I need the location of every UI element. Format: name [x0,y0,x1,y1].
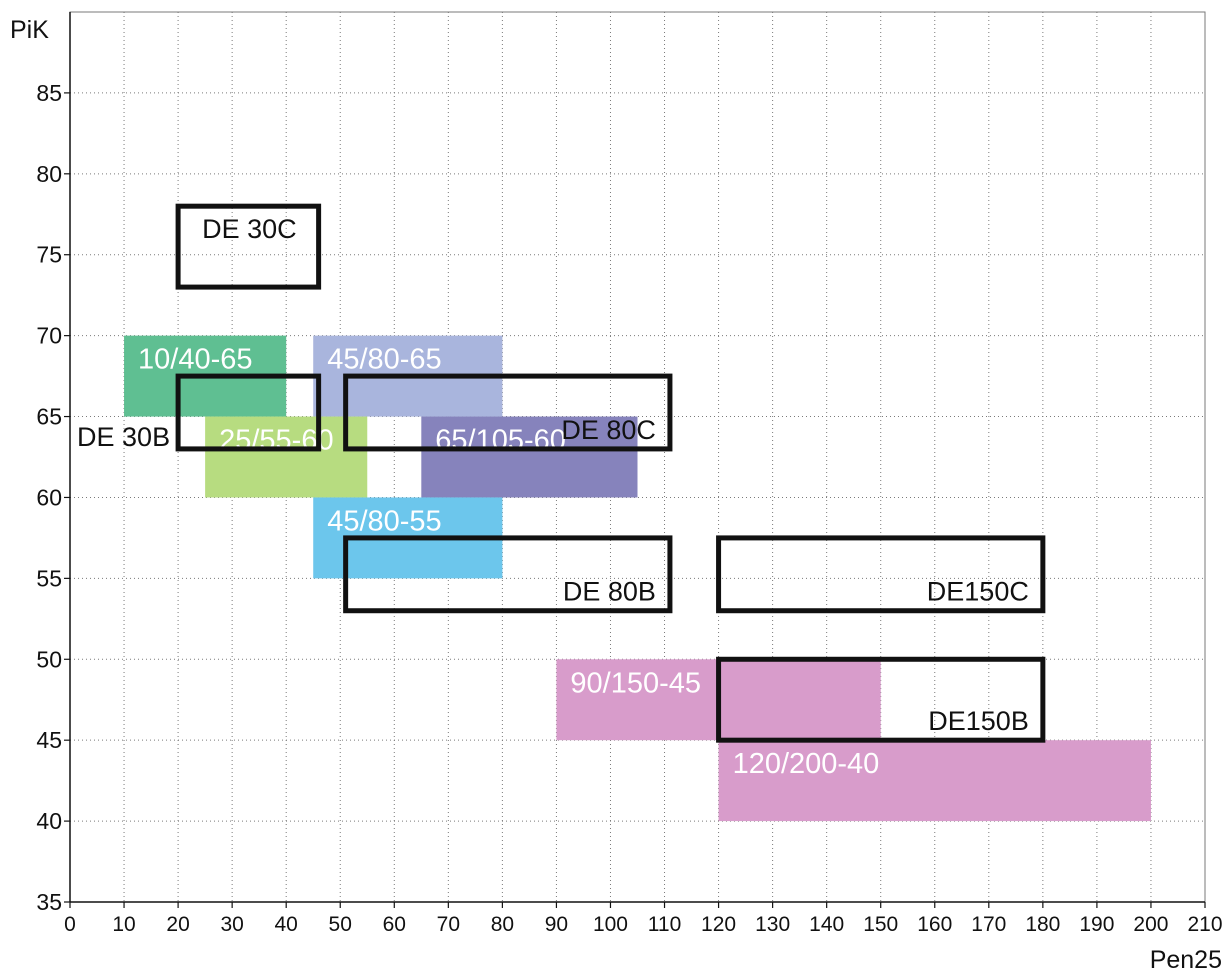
x-tick-label-130: 130 [755,913,790,936]
x-tick-label-190: 190 [1079,913,1114,936]
x-tick-label-0: 0 [64,913,76,936]
x-tick-label-80: 80 [491,913,514,936]
x-tick-label-20: 20 [166,913,189,936]
range-outline-de-30b [175,373,322,452]
y-tick-label-40: 40 [36,808,62,834]
x-tick-label-140: 140 [809,913,844,936]
outlined-range-layer: DE 30C DE 30B DE 80C DE 80B DE150C DE150B [77,203,1046,743]
range-fill-120-200-40 [718,740,1151,822]
x-tick-label-10: 10 [112,913,135,936]
x-tick-label-50: 50 [329,913,352,936]
x-tick-label-90: 90 [545,913,568,936]
y-tick-label-60: 60 [36,484,62,510]
range-label-90-150-45: 90/150-45 [570,667,701,699]
outline-label-de150b: DE150B [928,706,1029,736]
range-outline-de-30c [175,203,322,290]
y-tick-label-85: 85 [36,80,62,106]
range-fill-25-55-60 [205,416,368,498]
range-label-65-105-60: 65/105-60 [435,425,566,457]
x-tick-label-120: 120 [701,913,736,936]
range-label-45-80-55: 45/80-55 [327,505,442,537]
range-fill-65-105-60 [421,416,638,498]
x-tick-label-200: 200 [1133,913,1168,936]
outline-label-de-30c: DE 30C [202,214,297,244]
range-label-10-40-65: 10/40-65 [138,344,253,376]
x-tick-label-110: 110 [648,913,681,936]
x-tick-label-100: 100 [593,913,628,936]
x-tick-label-30: 30 [220,913,243,936]
range-outline-de150b [716,656,1046,743]
y-tick-label-45: 45 [36,727,62,753]
x-tick-label-210: 210 [1187,913,1222,936]
y-tick-label-70: 70 [36,323,62,349]
y-tick-label-75: 75 [36,242,62,268]
tick-label-layer: 0 10 20 30 40 50 60 70 80 90 100 110 120 130 140 150 160… [36,80,1222,936]
plot-frame [69,11,1206,903]
outline-label-de-80c: DE 80C [561,415,656,445]
range-outline-de-80b [343,535,673,614]
x-tick-label-40: 40 [275,913,298,936]
x-tick-label-180: 180 [1025,913,1060,936]
outline-label-de150c: DE150C [927,577,1029,607]
range-label-45-80-65: 45/80-65 [327,344,442,376]
y-tick-label-35: 35 [36,889,62,915]
y-tick-label-55: 55 [36,565,62,591]
x-axis-title: Pen25 [1150,946,1222,971]
y-tick-label-65: 65 [36,404,62,430]
x-tick-label-60: 60 [383,913,406,936]
x-tick-label-160: 160 [917,913,952,936]
y-tick-label-80: 80 [36,161,62,187]
x-tick-label-170: 170 [971,913,1006,936]
range-label-120-200-40: 120/200-40 [733,748,880,780]
range-outline-de-80c [343,373,673,452]
outline-label-de-80b: DE 80B [563,577,656,607]
y-tick-label-50: 50 [36,646,62,672]
y-axis-title: PiK [10,16,49,44]
range-outline-de150c [716,535,1046,614]
outline-label-de-30b: DE 30B [77,422,170,452]
x-tick-label-70: 70 [437,913,460,936]
x-tick-label-150: 150 [863,913,898,936]
